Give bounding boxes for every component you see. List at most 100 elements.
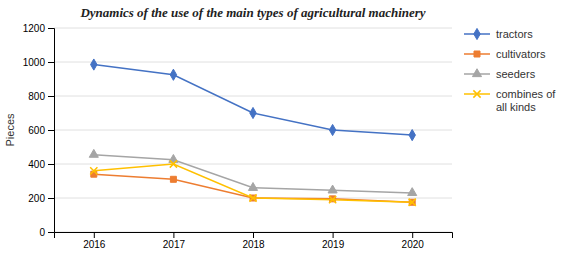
series-line [94, 65, 412, 136]
legend-label-line: all kinds [496, 101, 536, 113]
marker-group [170, 160, 177, 167]
legend-swatch-marker [474, 28, 480, 39]
legend-label-line: seeders [496, 68, 536, 80]
y-tick-mark [48, 164, 54, 165]
legend-item: combines ofall kinds [464, 88, 556, 113]
y-tick: 0 [39, 227, 54, 238]
x-tick-mark [333, 232, 334, 238]
x-tick: 2018 [242, 232, 265, 250]
y-tick: 800 [28, 91, 54, 102]
x-tick-label: 2020 [402, 239, 425, 250]
legend: tractors cultivators seeders combines ofall… [464, 28, 556, 113]
y-tick-mark [48, 28, 54, 29]
x-tick: 2017 [163, 232, 186, 250]
y-tick-label: 600 [28, 125, 45, 136]
y-tick: 200 [28, 193, 54, 204]
y-tick-label: 200 [28, 193, 45, 204]
legend-label: combines ofall kinds [496, 88, 556, 113]
point-marker [170, 69, 176, 80]
marker-group [249, 194, 256, 201]
legend-item: tractors [464, 28, 533, 40]
y-tick-label: 1200 [23, 23, 46, 34]
legend-label-line: cultivators [496, 48, 546, 60]
point-marker [409, 130, 415, 141]
point-marker [248, 183, 257, 191]
point-marker [408, 188, 417, 196]
marker-group [329, 124, 335, 135]
legend-swatch-marker [473, 90, 480, 97]
point-marker [170, 176, 176, 182]
y-axis-label: Pieces [4, 113, 16, 147]
y-tick: 600 [28, 125, 54, 136]
x-tick-label: 2019 [322, 239, 345, 250]
chart: 2016 2017 2018 2019 2020 0 200 400 600 800 1000 120… [0, 0, 564, 258]
legend-label: cultivators [496, 48, 546, 60]
point-marker [328, 185, 337, 193]
chart-container: 2016 2017 2018 2019 2020 0 200 400 600 800 1000 120… [0, 0, 564, 258]
point-marker [90, 167, 97, 174]
marker-group [170, 176, 176, 182]
marker-group [408, 188, 417, 196]
grid-line [54, 164, 452, 165]
legend-item: seeders [464, 68, 536, 80]
series-line [94, 174, 412, 202]
marker-group [250, 107, 256, 118]
legend-swatch-marker-group [474, 28, 480, 39]
y-tick-mark [48, 198, 54, 199]
y-tick-mark [48, 232, 54, 233]
y-axis-line [48, 29, 55, 233]
point-marker [91, 59, 97, 70]
x-tick-mark [412, 232, 413, 238]
legend-swatch-marker [474, 51, 480, 57]
y-tick-mark [48, 130, 54, 131]
grid-line [54, 28, 452, 29]
chart-title: Dynamics of the use of the main types of… [79, 5, 425, 20]
x-tick-mark [173, 232, 174, 238]
legend-item: cultivators [464, 48, 546, 60]
point-marker [329, 124, 335, 135]
marker-group [89, 149, 98, 157]
marker-group [328, 185, 337, 193]
y-tick: 1000 [23, 57, 54, 68]
legend-swatch-marker-group [472, 69, 481, 77]
y-tick-label: 800 [28, 91, 45, 102]
x-tick-label: 2017 [163, 239, 186, 250]
y-axis: 0 200 400 600 800 1000 1200 [23, 23, 55, 238]
y-tick-label: 1000 [23, 57, 46, 68]
x-tick-label: 2016 [83, 239, 106, 250]
grid-line [54, 96, 452, 97]
point-marker [249, 194, 256, 201]
plot-area [89, 59, 417, 206]
x-tick: 2016 [83, 232, 106, 250]
point-marker [89, 149, 98, 157]
y-tick: 1200 [23, 23, 54, 34]
y-tick-mark [48, 62, 54, 63]
y-tick-mark [48, 96, 54, 97]
legend-swatch-marker [472, 69, 481, 77]
point-marker [170, 160, 177, 167]
grid-line [54, 62, 452, 63]
y-tick-label: 400 [28, 159, 45, 170]
x-axis-line [55, 233, 453, 239]
marker-group [329, 196, 336, 203]
x-tick-mark [253, 232, 254, 238]
marker-group [248, 183, 257, 191]
series-line [94, 164, 412, 202]
legend-label: seeders [496, 68, 536, 80]
legend-label-line: tractors [496, 28, 533, 40]
x-tick-label: 2018 [242, 239, 265, 250]
marker-group [409, 130, 415, 141]
x-tick: 2020 [402, 232, 425, 250]
x-tick: 2019 [322, 232, 345, 250]
legend-swatch-marker-group [473, 90, 480, 97]
marker-group [91, 59, 97, 70]
legend-label-line: combines of [496, 88, 556, 100]
y-tick: 400 [28, 159, 54, 170]
grid [54, 28, 452, 232]
marker-group [90, 167, 97, 174]
x-tick-mark [94, 232, 95, 238]
legend-swatch-marker-group [474, 51, 480, 57]
y-tick-label: 0 [39, 227, 45, 238]
point-marker [250, 107, 256, 118]
point-marker [329, 196, 336, 203]
